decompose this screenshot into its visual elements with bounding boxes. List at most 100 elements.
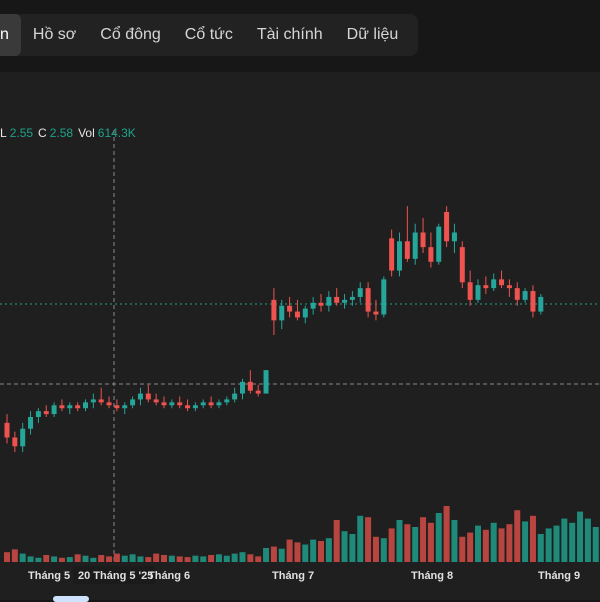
- candle: [137, 387, 143, 406]
- crosshair-date-box: [73, 566, 155, 584]
- volume-bar: [592, 527, 599, 562]
- tab-data[interactable]: Dữ liệu: [346, 26, 399, 43]
- tab-dividends[interactable]: Cổ tức: [184, 26, 233, 43]
- candle: [67, 402, 73, 415]
- volume-bar: [584, 518, 591, 562]
- legend-volume-label: Vol: [78, 126, 95, 140]
- candle-body: [161, 402, 167, 406]
- volume-bar: [427, 522, 434, 562]
- candle-body: [334, 296, 340, 303]
- candle: [59, 399, 65, 412]
- candle: [334, 288, 340, 306]
- volume-bar: [396, 520, 403, 562]
- volume-bar: [522, 521, 529, 562]
- candle-body: [145, 393, 151, 400]
- candle: [192, 402, 198, 412]
- volume-bar: [333, 520, 340, 562]
- candle-body: [310, 302, 316, 309]
- candle-body: [483, 285, 489, 289]
- tab-overview[interactable]: n: [0, 14, 21, 56]
- candle-body: [28, 417, 34, 429]
- candle-body: [169, 402, 175, 406]
- candle-body: [130, 399, 136, 406]
- candle: [404, 206, 410, 262]
- legend-close-value: 2.58: [49, 126, 74, 140]
- candle-body: [428, 247, 434, 262]
- volume-bar: [569, 522, 576, 562]
- candle: [389, 229, 395, 277]
- candle-body: [98, 399, 104, 403]
- candle: [381, 276, 387, 318]
- candle-body: [530, 291, 536, 312]
- volume-bar: [192, 555, 199, 562]
- volume-bar: [467, 532, 474, 562]
- candle-body: [59, 405, 65, 409]
- candle-body: [232, 393, 238, 400]
- candle: [161, 396, 167, 409]
- volume-bars: [4, 506, 599, 562]
- candle-body: [114, 405, 120, 409]
- candle: [294, 299, 300, 321]
- volume-bar: [129, 554, 136, 562]
- candle: [436, 223, 442, 265]
- candle: [4, 414, 10, 444]
- volume-bar: [82, 555, 89, 562]
- volume-bar: [98, 555, 105, 562]
- volume-bar: [537, 534, 544, 562]
- volume-bar: [255, 556, 262, 562]
- tab-financials[interactable]: Tài chính: [256, 26, 323, 43]
- candle-body: [83, 402, 88, 409]
- candle: [83, 399, 88, 412]
- volume-bar: [27, 556, 34, 562]
- candle-body: [185, 405, 191, 409]
- volume-bar: [294, 542, 301, 562]
- candle: [420, 217, 426, 253]
- candle: [145, 384, 151, 403]
- crosshair-date-label: 20 Tháng 5 '25: [78, 570, 153, 582]
- axis-label-thang-6: Tháng 6: [148, 570, 190, 582]
- volume-bar: [263, 548, 270, 562]
- candle-body: [491, 279, 497, 289]
- candle: [349, 291, 355, 306]
- candle: [342, 294, 348, 309]
- volume-bar: [553, 525, 560, 562]
- candle: [279, 299, 285, 330]
- candle: [106, 396, 112, 409]
- candle-body: [357, 288, 363, 297]
- volume-bar: [153, 553, 160, 562]
- volume-bar: [459, 536, 466, 562]
- volume-bar: [388, 528, 395, 562]
- candle-body: [349, 296, 355, 300]
- price-chart-area[interactable]: [0, 72, 600, 600]
- scroll-handle[interactable]: [53, 596, 89, 602]
- volume-bar: [106, 556, 113, 562]
- volume-bar: [11, 549, 18, 562]
- candle-body: [43, 411, 49, 415]
- candle: [467, 270, 473, 306]
- candle-body: [200, 402, 206, 406]
- candle: [444, 206, 450, 248]
- volume-bar: [529, 515, 536, 562]
- candle: [397, 232, 402, 277]
- volume-bar: [561, 518, 568, 562]
- candle: [98, 387, 104, 406]
- candle: [12, 431, 18, 453]
- volume-bar: [43, 555, 50, 562]
- tab-profile[interactable]: Hồ sơ: [32, 26, 77, 43]
- tab-shareholders[interactable]: Cổ đông: [100, 26, 161, 43]
- candle-body: [467, 282, 473, 300]
- candle-body: [302, 308, 308, 318]
- ohlc-legend: L 2.55 C 2.58 Vol 614.3K: [0, 126, 141, 140]
- volume-bar: [145, 557, 152, 562]
- volume-bar: [365, 517, 372, 562]
- volume-bar: [302, 544, 309, 562]
- candle-body: [499, 279, 505, 286]
- candle: [326, 291, 332, 312]
- candle: [483, 276, 489, 294]
- volume-bar: [506, 524, 513, 562]
- volume-bar: [231, 553, 238, 562]
- candle: [28, 411, 34, 435]
- volume-bar: [498, 528, 505, 562]
- candle-body: [444, 212, 450, 242]
